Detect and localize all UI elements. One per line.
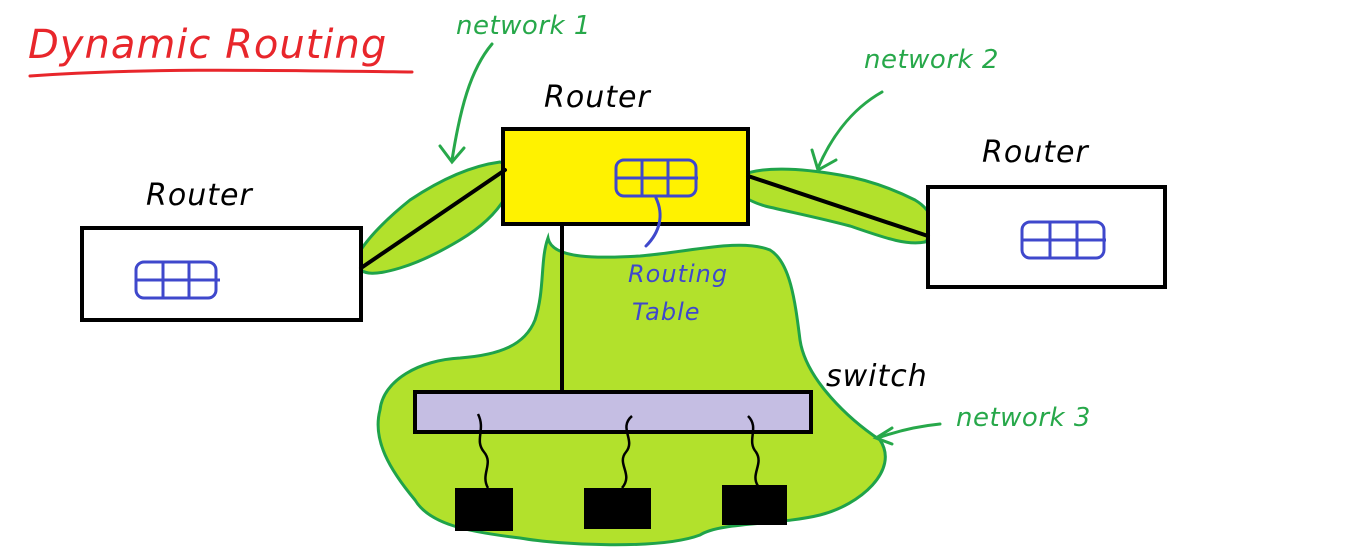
link-center-to-right	[746, 174, 930, 238]
network-2-arrowhead	[810, 148, 838, 173]
router-right: Router	[926, 135, 1167, 289]
network-1-arrowhead	[438, 144, 466, 165]
host-cable	[476, 413, 490, 489]
routing-table-pointer	[644, 196, 662, 248]
network-2-annotation: network 2	[810, 45, 999, 173]
host-computer	[455, 488, 513, 531]
diagram-title: Dynamic Routing	[28, 22, 387, 68]
host-2	[584, 415, 651, 529]
router-left-label: Router	[146, 178, 253, 213]
network-1-annotation: network 1	[438, 11, 591, 165]
switch-box	[413, 390, 813, 434]
link-left-to-center	[359, 168, 507, 270]
host-cable	[747, 415, 760, 487]
network-3-annotation: network 3	[872, 403, 1091, 446]
network-3-label: network 3	[956, 403, 1091, 433]
network-1-label: network 1	[456, 11, 591, 41]
routing-table-icon	[614, 158, 698, 198]
routing-table-icon	[1020, 220, 1106, 260]
switch-label: switch	[826, 359, 928, 394]
routing-table-label-line2: Table	[632, 298, 701, 326]
host-1	[455, 413, 513, 531]
network-1-arrow	[450, 42, 494, 162]
routing-table-icon	[134, 260, 220, 300]
host-3	[722, 415, 787, 525]
network-2-arrow	[816, 90, 884, 170]
host-computer	[722, 485, 787, 525]
network-2-label: network 2	[864, 45, 999, 75]
router-right-label: Router	[982, 135, 1089, 170]
host-computer	[584, 488, 651, 529]
network-3-arrowhead	[872, 426, 894, 446]
title-group: Dynamic Routing	[28, 22, 414, 78]
routing-table-label-line1: Routing	[628, 260, 728, 288]
title-underline	[28, 68, 414, 78]
routing-table-annotation: Routing Table	[628, 260, 728, 326]
router-left-box	[80, 226, 363, 322]
host-cable	[620, 415, 633, 489]
router-center: Router	[501, 80, 750, 248]
router-right-box	[926, 185, 1167, 289]
router-left: Router	[80, 178, 363, 322]
router-center-label: Router	[544, 80, 651, 115]
network-3-arrow	[876, 422, 942, 440]
